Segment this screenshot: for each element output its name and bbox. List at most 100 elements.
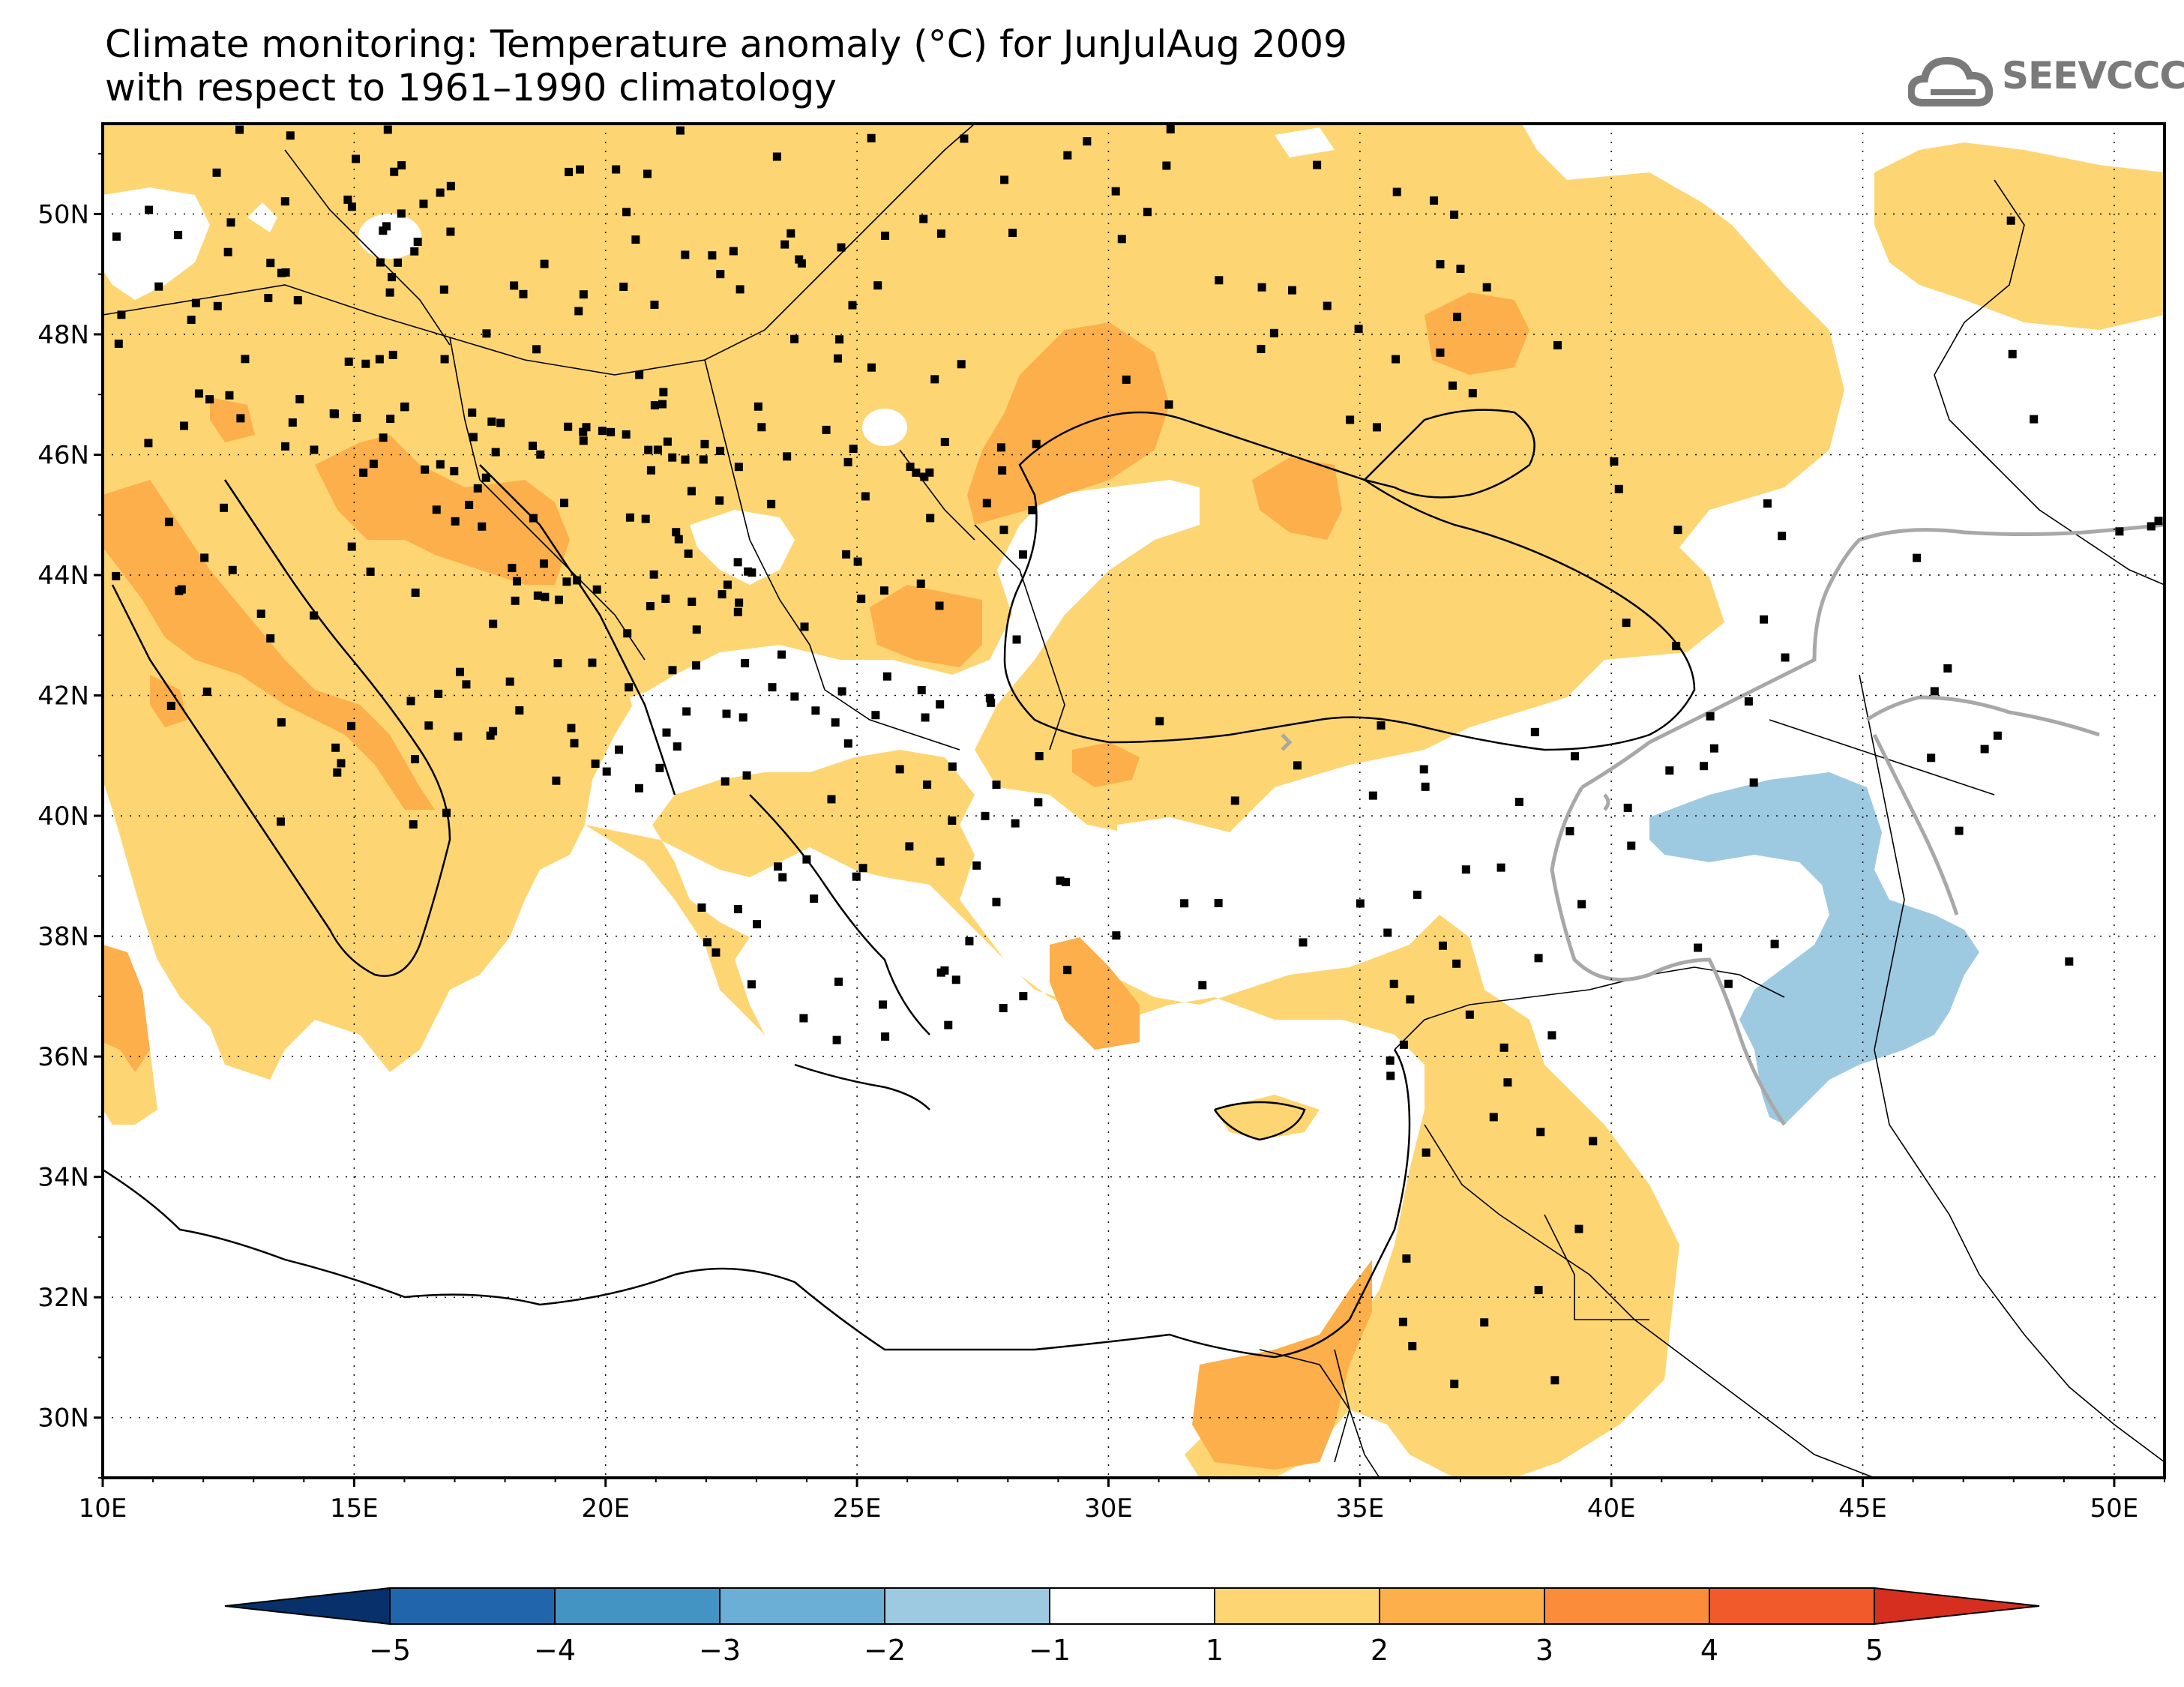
station-marker	[1980, 745, 1989, 754]
station-marker	[174, 231, 183, 240]
station-marker	[641, 514, 650, 523]
station-marker	[837, 687, 846, 696]
station-marker	[615, 745, 624, 754]
station-marker	[790, 334, 799, 343]
station-marker	[1346, 415, 1355, 424]
station-marker	[619, 282, 628, 291]
station-marker	[1699, 762, 1708, 771]
station-marker	[200, 553, 209, 562]
station-marker	[716, 270, 725, 279]
station-marker	[213, 301, 222, 310]
station-marker	[1547, 1031, 1556, 1040]
station-marker	[643, 169, 652, 178]
station-marker	[634, 784, 643, 793]
station-marker	[768, 683, 777, 692]
station-marker	[236, 414, 245, 423]
station-marker	[1164, 400, 1173, 409]
station-marker	[591, 760, 600, 769]
station-marker	[625, 683, 634, 692]
station-marker	[612, 165, 621, 174]
station-marker	[646, 601, 655, 610]
station-marker	[663, 437, 672, 446]
station-marker	[465, 500, 474, 509]
station-marker	[811, 706, 820, 715]
station-marker	[843, 739, 852, 748]
x-tick-label: 45E	[1838, 1494, 1887, 1524]
station-marker	[703, 938, 712, 947]
station-marker	[827, 795, 836, 804]
station-marker	[564, 422, 573, 431]
station-marker	[735, 598, 744, 607]
station-marker	[179, 421, 188, 430]
station-marker	[992, 897, 1001, 906]
station-marker	[1035, 752, 1044, 761]
station-marker	[723, 580, 732, 589]
station-marker	[1313, 160, 1322, 169]
station-marker	[631, 235, 640, 244]
station-marker	[376, 258, 385, 267]
station-marker	[834, 977, 843, 986]
station-marker	[810, 894, 819, 903]
station-marker	[1230, 796, 1239, 805]
station-marker	[906, 463, 915, 472]
station-marker	[747, 568, 756, 577]
station-marker	[1514, 798, 1523, 807]
station-marker	[1627, 841, 1636, 850]
station-marker	[1760, 615, 1769, 624]
station-marker	[873, 281, 882, 290]
station-marker	[1452, 313, 1461, 322]
station-marker	[799, 1014, 808, 1023]
station-marker	[948, 762, 957, 771]
station-marker	[655, 763, 664, 772]
station-marker	[1450, 1380, 1459, 1389]
station-marker	[496, 418, 505, 427]
station-marker	[567, 724, 576, 733]
station-marker	[352, 413, 361, 422]
station-marker	[379, 226, 388, 235]
station-marker	[194, 389, 203, 398]
y-tick-label: 44N	[37, 561, 89, 591]
station-marker	[1019, 992, 1028, 1001]
station-marker	[644, 445, 653, 454]
station-marker	[774, 862, 783, 871]
station-marker	[721, 777, 729, 786]
colorbar: −5 −4 −3 −2 −1 1 2 3 4 5	[224, 1587, 2040, 1667]
station-marker	[1565, 827, 1574, 836]
station-marker	[1468, 388, 1477, 397]
station-marker	[379, 433, 388, 442]
station-marker	[394, 258, 403, 267]
station-marker	[835, 335, 844, 344]
station-marker	[411, 588, 420, 597]
station-marker	[772, 152, 781, 161]
station-marker	[1913, 553, 1922, 562]
station-marker	[905, 842, 914, 851]
x-tick-label: 20E	[581, 1494, 630, 1524]
station-marker	[446, 227, 455, 236]
station-marker	[722, 709, 731, 718]
station-marker	[681, 250, 690, 259]
y-tick-label: 48N	[37, 320, 89, 350]
station-marker	[1461, 865, 1470, 874]
station-marker	[780, 240, 789, 249]
station-marker	[1112, 931, 1121, 940]
station-marker	[951, 975, 960, 984]
station-marker	[957, 360, 966, 369]
station-marker	[1577, 900, 1586, 909]
station-marker	[1402, 1254, 1411, 1263]
station-marker	[1413, 890, 1422, 899]
colorbar-bin	[1544, 1587, 1710, 1625]
y-tick-label: 46N	[37, 440, 89, 470]
y-tick-label: 34N	[37, 1163, 89, 1193]
station-marker	[579, 436, 588, 445]
station-marker	[1056, 876, 1065, 885]
station-marker	[658, 400, 667, 409]
station-marker	[235, 125, 244, 134]
station-marker	[895, 765, 904, 774]
station-marker	[454, 732, 463, 741]
station-marker	[1386, 1071, 1395, 1080]
station-marker	[1011, 819, 1020, 828]
station-marker	[1166, 124, 1175, 133]
station-marker	[579, 290, 588, 299]
station-marker	[576, 165, 585, 174]
colorbar-bin	[1709, 1587, 1875, 1625]
